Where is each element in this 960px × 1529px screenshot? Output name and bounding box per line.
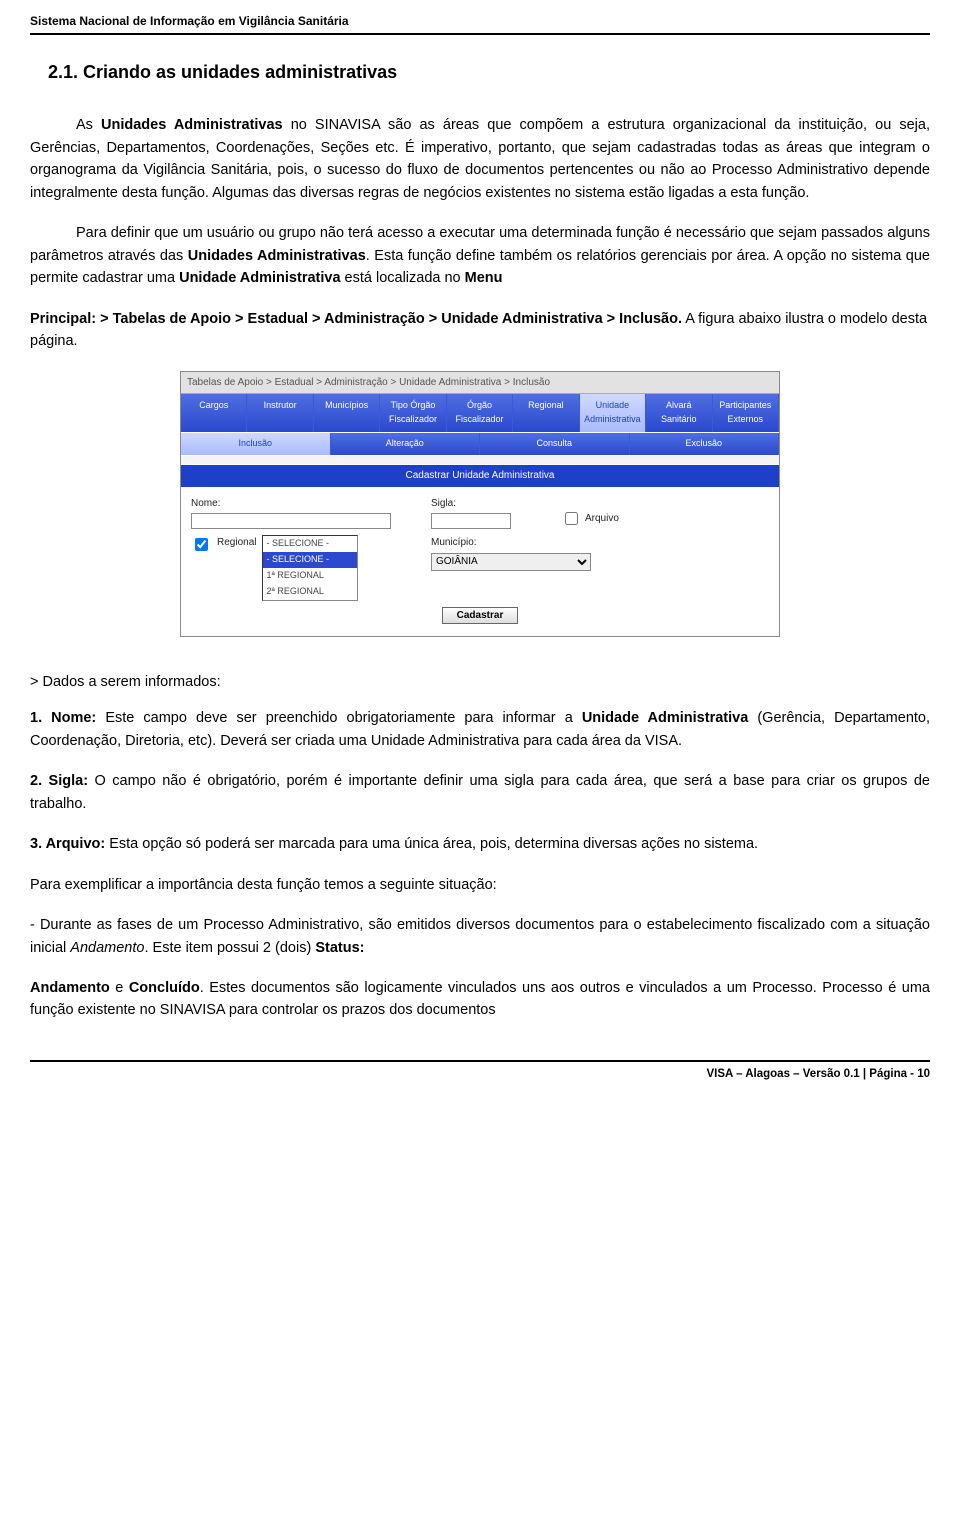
tab-top[interactable]: Participantes Externos	[713, 394, 779, 432]
regional-option[interactable]: - SELECIONE -	[263, 536, 357, 552]
section-title: 2.1. Criando as unidades administrativas	[48, 59, 930, 87]
label-municipio: Município:	[431, 535, 591, 551]
tabs-sub: InclusãoAlteraçãoConsultaExclusão	[181, 433, 779, 456]
tabs-top: CargosInstrutorMunicípiosTipo Órgão Fisc…	[181, 394, 779, 433]
footer-text: VISA – Alagoas – Versão 0.1 | Página - 1…	[706, 1068, 930, 1080]
embedded-screenshot: Tabelas de Apoio > Estadual > Administra…	[180, 371, 780, 637]
tab-top[interactable]: Regional	[513, 394, 579, 432]
field-2: 2. Sigla: O campo não é obrigatório, por…	[30, 770, 930, 815]
label-sigla: Sigla:	[431, 496, 551, 512]
tab-sub[interactable]: Exclusão	[630, 433, 780, 455]
tab-top[interactable]: Tipo Órgão Fiscalizador	[380, 394, 446, 432]
listbox-regional[interactable]: - SELECIONE -- SELECIONE -1ª REGIONAL2ª …	[262, 535, 358, 601]
breadcrumb: Tabelas de Apoio > Estadual > Administra…	[181, 372, 779, 395]
field-1: 1. Nome: Este campo deve ser preenchido …	[30, 707, 930, 752]
tab-top[interactable]: Instrutor	[247, 394, 313, 432]
example-intro: Para exemplificar a importância desta fu…	[30, 874, 930, 896]
regional-option[interactable]: 2ª REGIONAL	[263, 584, 357, 600]
form-area: Nome: Sigla: Arquivo Regional - SELECION…	[181, 488, 779, 636]
label-regional: Regional	[217, 535, 256, 551]
select-municipio[interactable]: GOIÂNIA	[431, 553, 591, 571]
label-arquivo: Arquivo	[585, 511, 619, 527]
label-nome: Nome:	[191, 496, 421, 512]
paragraph-2: Para definir que um usuário ou grupo não…	[30, 222, 930, 289]
checkbox-regional[interactable]	[195, 538, 208, 551]
paragraph-1: As Unidades Administrativas no SINAVISA …	[30, 114, 930, 204]
tab-top[interactable]: Unidade Administrativa	[580, 394, 646, 432]
regional-option[interactable]: 1ª REGIONAL	[263, 568, 357, 584]
checkbox-arquivo[interactable]	[565, 512, 578, 525]
field-3: 3. Arquivo: Esta opção só poderá ser mar…	[30, 833, 930, 855]
tab-top[interactable]: Alvará Sanitário	[646, 394, 712, 432]
panel-title: Cadastrar Unidade Administrativa	[181, 464, 779, 488]
tab-top[interactable]: Cargos	[181, 394, 247, 432]
input-sigla[interactable]	[431, 513, 511, 529]
button-cadastrar[interactable]: Cadastrar	[442, 607, 519, 624]
paragraph-3: Principal: > Tabelas de Apoio > Estadual…	[30, 308, 930, 353]
regional-option[interactable]: - SELECIONE -	[263, 552, 357, 568]
example-line-1: - Durante as fases de um Processo Admini…	[30, 914, 930, 959]
document-footer: VISA – Alagoas – Versão 0.1 | Página - 1…	[30, 1060, 930, 1084]
system-name: Sistema Nacional de Informação em Vigilâ…	[30, 14, 349, 28]
tab-sub[interactable]: Alteração	[331, 433, 481, 455]
tab-sub[interactable]: Inclusão	[181, 433, 331, 455]
example-line-2: Andamento e Concluído. Estes documentos …	[30, 977, 930, 1022]
tab-top[interactable]: Órgão Fiscalizador	[447, 394, 513, 432]
document-header: Sistema Nacional de Informação em Vigilâ…	[30, 12, 930, 35]
tab-sub[interactable]: Consulta	[480, 433, 630, 455]
fields-heading: > Dados a serem informados:	[30, 671, 930, 693]
input-nome[interactable]	[191, 513, 391, 529]
tab-top[interactable]: Municípios	[314, 394, 380, 432]
